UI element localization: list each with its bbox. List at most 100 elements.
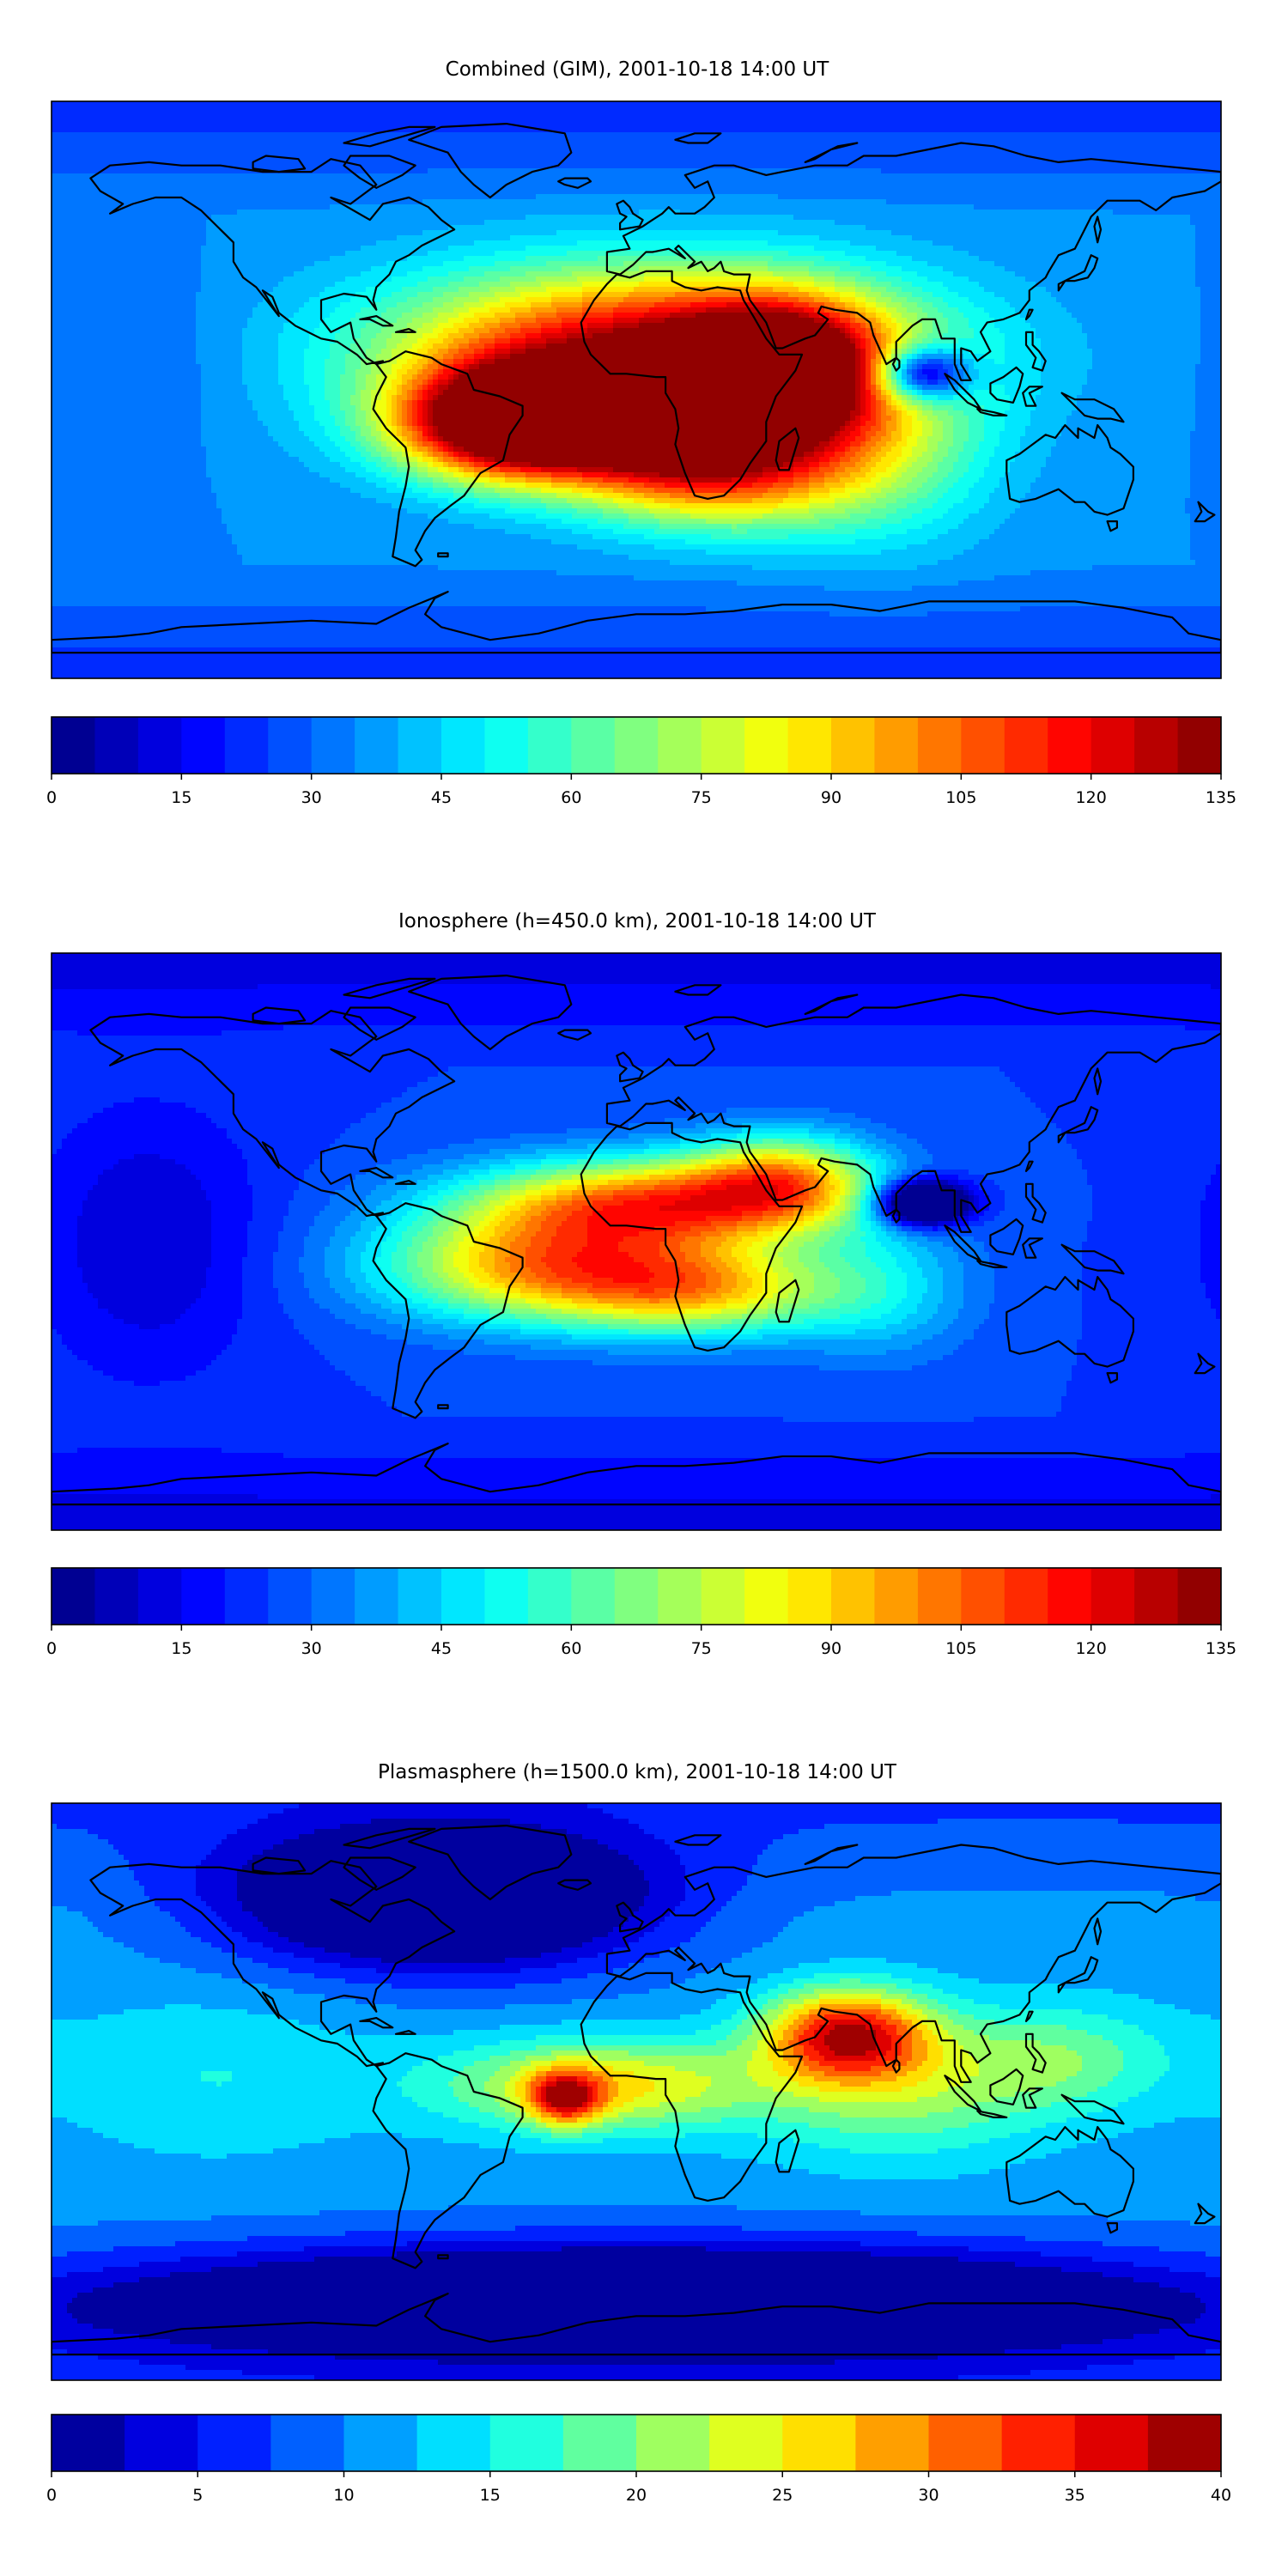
heat-cell [762, 199, 769, 205]
heat-cell [804, 101, 810, 107]
heat-cell [345, 132, 351, 138]
heat-cell [1097, 189, 1103, 195]
heat-cell [160, 137, 166, 143]
heat-cell [1020, 122, 1026, 128]
heat-cell [948, 184, 954, 190]
heat-cell [484, 210, 490, 216]
heat-cell [912, 184, 918, 190]
heat-cell [191, 112, 197, 118]
heat-cell [819, 158, 825, 164]
heat-cell [500, 106, 506, 112]
heat-cell [757, 137, 763, 143]
heat-cell [876, 173, 882, 179]
heat-cell [227, 210, 233, 216]
heat-cell [1056, 199, 1062, 205]
heat-cell [799, 179, 805, 185]
heat-cell [1190, 127, 1196, 133]
heat-cell [72, 163, 78, 169]
heat-cell [495, 168, 501, 174]
heat-cell [72, 210, 78, 216]
heat-cell [129, 143, 135, 149]
heat-cell [551, 153, 557, 159]
heat-cell [721, 106, 727, 112]
heat-cell [974, 112, 980, 118]
heat-cell [989, 179, 995, 185]
heat-cell [216, 106, 222, 112]
heat-cell [737, 148, 743, 154]
heat-cell [216, 148, 222, 154]
heat-cell [1051, 168, 1057, 174]
heat-cell [505, 204, 511, 210]
heat-cell [943, 204, 949, 210]
heat-cell [922, 101, 928, 107]
heat-cell [618, 122, 624, 128]
heat-cell [556, 153, 562, 159]
heat-cell [850, 137, 856, 143]
heat-cell [804, 106, 810, 112]
heat-cell [587, 204, 593, 210]
heat-cell [1010, 168, 1016, 174]
heat-cell [696, 101, 702, 107]
heat-cell [994, 179, 1000, 185]
heat-cell [489, 179, 495, 185]
heat-cell [428, 153, 434, 159]
heat-cell [943, 153, 949, 159]
heat-cell [278, 163, 284, 169]
heat-cell [309, 132, 315, 138]
heat-cell [371, 199, 377, 205]
heat-cell [72, 112, 78, 118]
heat-cell [840, 127, 846, 133]
heat-cell [1133, 194, 1139, 200]
heat-cell [222, 101, 228, 107]
heat-cell [922, 127, 928, 133]
heat-cell [840, 106, 846, 112]
heat-cell [659, 173, 665, 179]
heat-cell [273, 158, 279, 164]
heat-cell [953, 163, 959, 169]
heat-cell [515, 194, 521, 200]
heat-cell [526, 210, 532, 216]
heat-cell [252, 153, 258, 159]
heat-cell [57, 158, 63, 164]
heat-cell [922, 106, 928, 112]
heat-cell [392, 194, 398, 200]
heat-cell [474, 153, 480, 159]
heat-cell [623, 163, 629, 169]
heat-cell [943, 173, 949, 179]
heat-cell [381, 148, 387, 154]
heat-cell [938, 184, 944, 190]
heat-cell [139, 179, 145, 185]
heat-cell [340, 189, 346, 195]
heat-cell [567, 210, 573, 216]
heat-cell [402, 153, 408, 159]
heat-cell [474, 168, 480, 174]
heat-cell [309, 173, 315, 179]
heat-cell [417, 189, 423, 195]
heat-cell [659, 127, 665, 133]
heat-cell [62, 117, 68, 123]
heat-cell [696, 199, 702, 205]
heat-cell [526, 101, 532, 107]
heat-cell [124, 148, 130, 154]
heat-cell [618, 189, 624, 195]
heat-cell [484, 117, 490, 123]
heat-cell [1175, 143, 1181, 149]
heat-cell [922, 184, 928, 190]
heat-cell [891, 143, 897, 149]
heat-cell [1061, 137, 1067, 143]
heat-cell [469, 168, 475, 174]
heat-cell [422, 158, 428, 164]
heat-cell [93, 132, 99, 138]
heat-cell [963, 127, 969, 133]
heat-cell [1123, 122, 1129, 128]
heat-cell [330, 179, 336, 185]
heat-cell [433, 168, 439, 174]
heat-cell [747, 179, 753, 185]
heat-cell [118, 194, 125, 200]
heat-cell [546, 122, 552, 128]
heat-cell [706, 101, 712, 107]
heat-cell [314, 173, 320, 179]
heat-cell [412, 148, 418, 154]
heat-cell [93, 143, 99, 149]
heat-cell [629, 101, 635, 107]
